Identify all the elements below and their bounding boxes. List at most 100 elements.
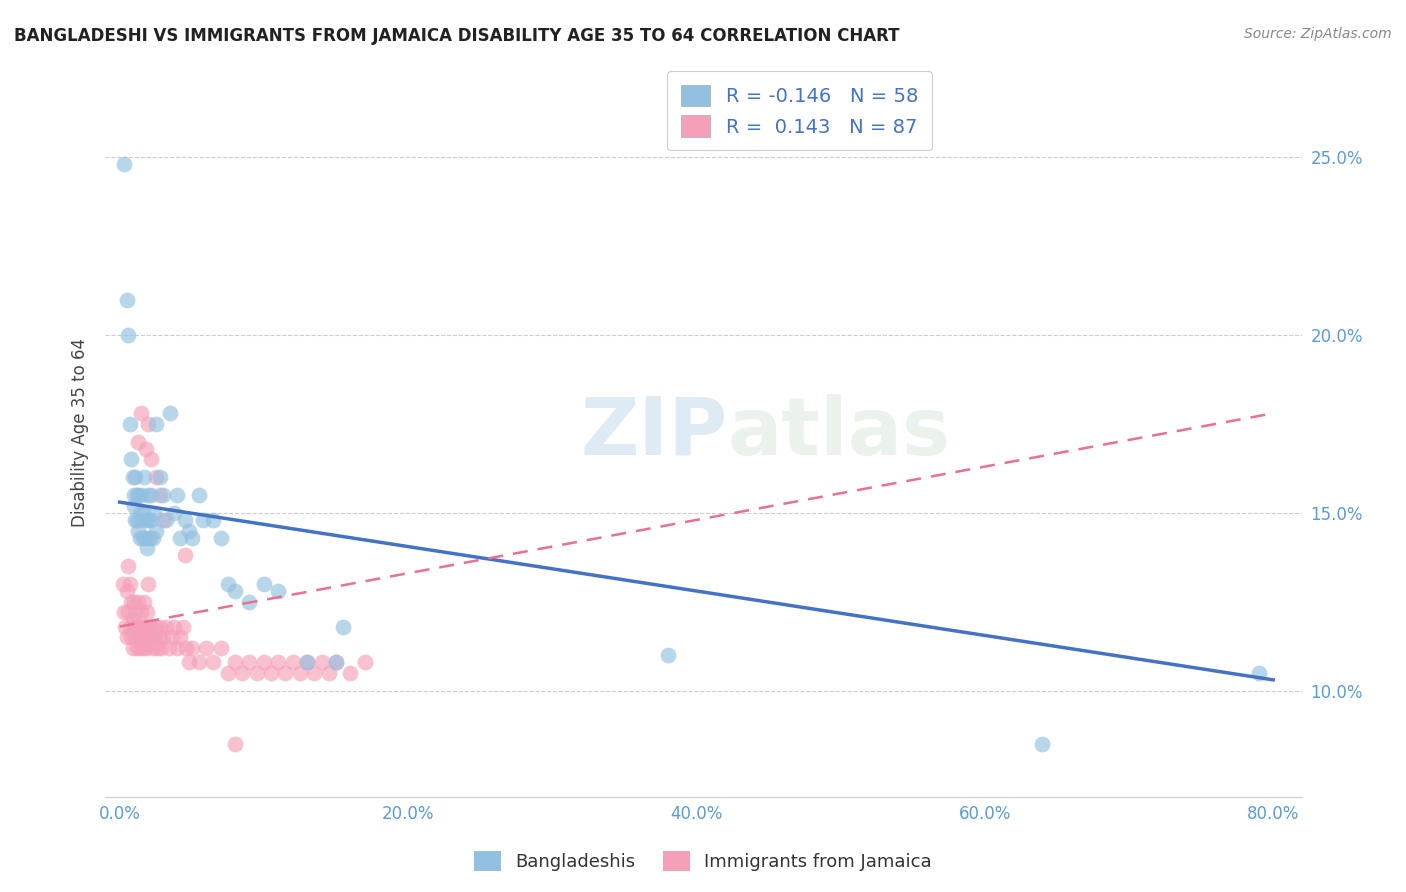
Point bbox=[125, 488, 148, 502]
Point bbox=[118, 577, 141, 591]
Point bbox=[112, 157, 135, 171]
Text: ZIP: ZIP bbox=[581, 394, 727, 472]
Point bbox=[149, 619, 172, 633]
Point bbox=[657, 648, 679, 662]
Point bbox=[281, 655, 304, 669]
Point bbox=[129, 513, 152, 527]
Point bbox=[160, 630, 183, 644]
Point bbox=[127, 524, 149, 538]
Point bbox=[128, 506, 150, 520]
Point bbox=[224, 737, 246, 751]
Point bbox=[141, 452, 163, 467]
Point bbox=[129, 605, 152, 619]
Point bbox=[217, 577, 239, 591]
Point bbox=[122, 488, 145, 502]
Point bbox=[169, 531, 191, 545]
Point bbox=[125, 513, 148, 527]
Point bbox=[177, 524, 200, 538]
Point bbox=[141, 513, 163, 527]
Point bbox=[166, 640, 188, 655]
Point bbox=[121, 470, 143, 484]
Point bbox=[124, 470, 146, 484]
Point bbox=[138, 488, 160, 502]
Point bbox=[224, 584, 246, 599]
Point bbox=[120, 452, 142, 467]
Point bbox=[136, 630, 159, 644]
Point bbox=[115, 584, 138, 599]
Point bbox=[155, 619, 177, 633]
Point bbox=[128, 619, 150, 633]
Point bbox=[145, 619, 167, 633]
Point bbox=[135, 513, 157, 527]
Point bbox=[135, 619, 157, 633]
Point bbox=[118, 619, 141, 633]
Text: atlas: atlas bbox=[727, 394, 950, 472]
Point bbox=[117, 559, 139, 574]
Point bbox=[142, 640, 165, 655]
Point bbox=[122, 595, 145, 609]
Point bbox=[114, 619, 136, 633]
Point bbox=[180, 640, 202, 655]
Point bbox=[141, 619, 163, 633]
Point bbox=[122, 499, 145, 513]
Legend: Bangladeshis, Immigrants from Jamaica: Bangladeshis, Immigrants from Jamaica bbox=[467, 844, 939, 879]
Point bbox=[141, 488, 163, 502]
Point bbox=[122, 619, 145, 633]
Point bbox=[332, 619, 354, 633]
Point bbox=[174, 640, 197, 655]
Point bbox=[121, 612, 143, 626]
Point bbox=[318, 665, 340, 680]
Point bbox=[138, 417, 160, 431]
Point bbox=[267, 655, 290, 669]
Point bbox=[169, 630, 191, 644]
Point bbox=[253, 655, 276, 669]
Point bbox=[125, 619, 148, 633]
Point bbox=[253, 577, 276, 591]
Text: Source: ZipAtlas.com: Source: ZipAtlas.com bbox=[1244, 27, 1392, 41]
Point bbox=[274, 665, 297, 680]
Point bbox=[127, 630, 149, 644]
Point bbox=[260, 665, 283, 680]
Point bbox=[231, 665, 253, 680]
Point bbox=[127, 434, 149, 449]
Point bbox=[135, 442, 157, 456]
Point bbox=[138, 513, 160, 527]
Point bbox=[295, 655, 318, 669]
Point bbox=[124, 630, 146, 644]
Point bbox=[152, 488, 174, 502]
Point bbox=[145, 470, 167, 484]
Point bbox=[325, 655, 347, 669]
Point bbox=[125, 640, 148, 655]
Point bbox=[115, 293, 138, 307]
Point bbox=[138, 619, 160, 633]
Point bbox=[149, 470, 172, 484]
Point bbox=[202, 655, 225, 669]
Point bbox=[111, 577, 134, 591]
Point bbox=[1247, 665, 1270, 680]
Point bbox=[148, 630, 170, 644]
Point bbox=[143, 630, 166, 644]
Point bbox=[267, 584, 290, 599]
Point bbox=[304, 665, 326, 680]
Point bbox=[112, 605, 135, 619]
Point bbox=[202, 513, 225, 527]
Point bbox=[135, 531, 157, 545]
Point bbox=[163, 619, 186, 633]
Point bbox=[134, 470, 156, 484]
Point bbox=[115, 630, 138, 644]
Point bbox=[157, 640, 180, 655]
Point bbox=[288, 665, 311, 680]
Point bbox=[128, 640, 150, 655]
Point bbox=[129, 630, 152, 644]
Point bbox=[238, 595, 260, 609]
Point bbox=[180, 531, 202, 545]
Point bbox=[145, 524, 167, 538]
Point bbox=[138, 577, 160, 591]
Point bbox=[124, 513, 146, 527]
Point bbox=[325, 655, 347, 669]
Point bbox=[127, 595, 149, 609]
Point bbox=[209, 531, 232, 545]
Point bbox=[177, 655, 200, 669]
Point bbox=[172, 619, 194, 633]
Point bbox=[224, 655, 246, 669]
